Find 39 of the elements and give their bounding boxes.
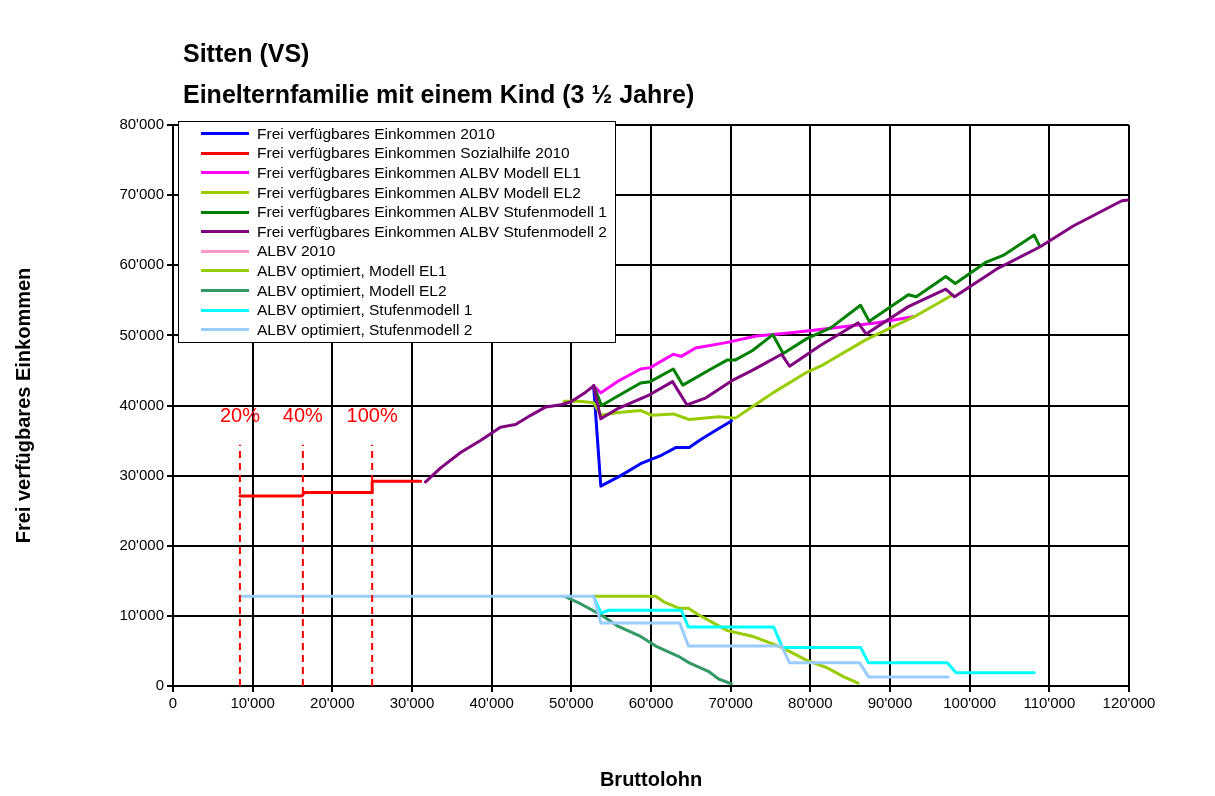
y-tick-label: 0 [155, 676, 164, 694]
x-tick-label: 50'000 [549, 694, 594, 712]
x-tick-label: 90'000 [867, 694, 913, 712]
chart-title: Sitten (VS) [183, 39, 310, 67]
y-tick-label: 40'000 [119, 395, 164, 413]
y-tick-label: 60'000 [119, 255, 164, 273]
x-tick-label: 70'000 [708, 694, 753, 712]
legend-label: ALBV optimiert, Stufenmodell 1 [257, 301, 473, 320]
x-tick-label: 30'000 [389, 694, 435, 712]
x-tick-label: 10'000 [230, 694, 275, 712]
legend-label: Frei verfügbares Einkommen ALBV Stufenmodell 2 [257, 222, 607, 241]
legend-label: Frei verfügbares Einkommen ALBV Stufenmodell 1 [257, 203, 607, 222]
x-tick-label: 120'000 [1102, 694, 1156, 712]
annotation: 40% [282, 404, 324, 427]
legend-label: ALBV optimiert, Stufenmodell 2 [257, 320, 473, 339]
y-axis-title: Frei verfügbares Einkommen [11, 267, 34, 544]
legend-label: Frei verfügbares Einkommen Sozialhilfe 2010 [257, 144, 570, 163]
x-axis-title: Bruttolohn [599, 767, 703, 790]
legend-label: Frei verfügbares Einkommen 2010 [257, 124, 495, 143]
y-tick-label: 80'000 [119, 115, 164, 133]
x-tick-label: 100'000 [943, 694, 997, 712]
x-tick-label: 110'000 [1023, 694, 1076, 712]
y-tick-label: 10'000 [119, 606, 164, 624]
chart-subtitle: Einelternfamilie mit einem Kind (3 ½ Jahre) [183, 80, 695, 108]
y-tick-label: 30'000 [119, 465, 164, 483]
legend-label: ALBV 2010 [257, 242, 336, 261]
legend-label: ALBV optimiert, Modell EL2 [257, 281, 447, 300]
x-tick-label: 40'000 [469, 694, 514, 712]
legend-label: ALBV optimiert, Modell EL1 [257, 261, 447, 280]
y-tick-label: 70'000 [119, 185, 164, 203]
x-tick-label: 0 [168, 694, 178, 712]
y-tick-label: 50'000 [119, 325, 164, 343]
x-tick-label: 20'000 [310, 694, 355, 712]
annotation: 100% [346, 404, 398, 427]
y-tick-label: 20'000 [119, 535, 164, 553]
x-tick-label: 60'000 [628, 694, 674, 712]
legend-label: Frei verfügbares Einkommen ALBV Modell EL1 [257, 163, 581, 182]
x-tick-label: 80'000 [788, 694, 833, 712]
legend-label: Frei verfügbares Einkommen ALBV Modell EL2 [257, 183, 581, 202]
